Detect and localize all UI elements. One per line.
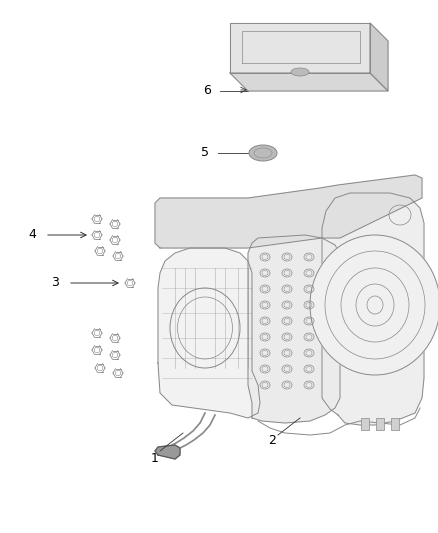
Ellipse shape [249, 145, 277, 161]
Text: 5: 5 [201, 147, 209, 159]
Bar [361, 418, 369, 430]
Ellipse shape [310, 235, 438, 375]
Text: 6: 6 [203, 85, 211, 98]
Polygon shape [322, 193, 424, 425]
Polygon shape [230, 23, 370, 73]
Polygon shape [230, 73, 388, 91]
Ellipse shape [291, 68, 309, 76]
Text: 2: 2 [268, 434, 276, 448]
Polygon shape [158, 248, 260, 418]
Text: 1: 1 [151, 451, 159, 464]
Text: 3: 3 [51, 277, 59, 289]
Polygon shape [155, 175, 422, 248]
Text: 4: 4 [28, 229, 36, 241]
Polygon shape [370, 23, 388, 91]
Bar [376, 418, 384, 430]
Polygon shape [248, 235, 340, 423]
Bar [391, 418, 399, 430]
Polygon shape [155, 445, 180, 459]
